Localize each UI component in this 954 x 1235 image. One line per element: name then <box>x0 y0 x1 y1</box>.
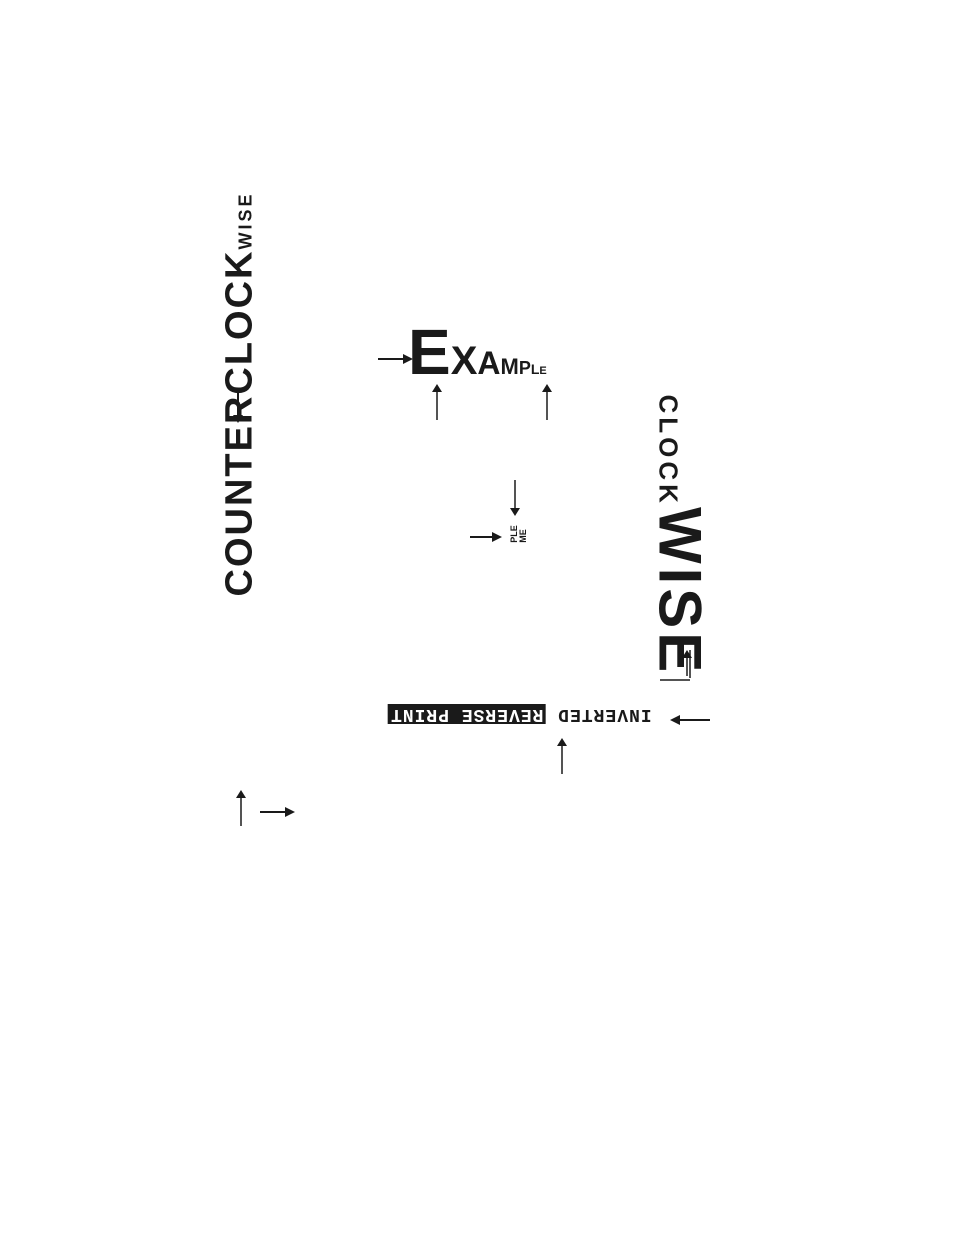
diagram-canvas: COUNTERCLOCKWISE CLOCKWISE EXAMPLE PLE M… <box>0 0 954 1235</box>
example-letter: E <box>539 365 546 377</box>
inverted-plain: INVERTED <box>557 704 651 724</box>
clockwise-small: CLOCK <box>654 395 684 507</box>
arrow-tiny-right <box>470 530 502 544</box>
counterclock-big: COUNTERCLOCK <box>219 250 261 597</box>
arrow-cw-hook-line-v <box>688 650 692 678</box>
example-letter: X <box>451 339 478 384</box>
arrow-ex-left-right <box>378 352 413 366</box>
arrow-tiny-down <box>508 480 522 516</box>
example-letter: M <box>500 354 518 380</box>
inverted-label: INVERTED REVERSE PRINT <box>388 704 652 724</box>
example-letter: A <box>477 345 500 382</box>
inverted-reverse: REVERSE PRINT <box>388 704 545 724</box>
example-tiny-line: ME <box>519 525 528 543</box>
arrow-inv-left <box>670 713 710 727</box>
arrow-ccw-right <box>260 805 295 819</box>
example-label: EXAMPLE <box>408 315 547 389</box>
arrow-inv-up <box>555 738 569 774</box>
arrow-ex-e-up <box>430 384 444 420</box>
arrow-ccw-top-down <box>231 390 245 423</box>
example-letter: P <box>519 358 531 379</box>
arrow-ex-end-up <box>540 384 554 420</box>
counterclock-small: WISE <box>236 192 256 250</box>
clockwise-label: CLOCKWISE <box>646 395 715 677</box>
example-letter: L <box>531 361 540 377</box>
example-tiny-label: PLE ME <box>510 525 528 543</box>
arrow-ccw-bottom-up <box>234 790 248 826</box>
example-letter: E <box>408 315 451 389</box>
arrow-cw-hook-line-h <box>660 678 690 682</box>
